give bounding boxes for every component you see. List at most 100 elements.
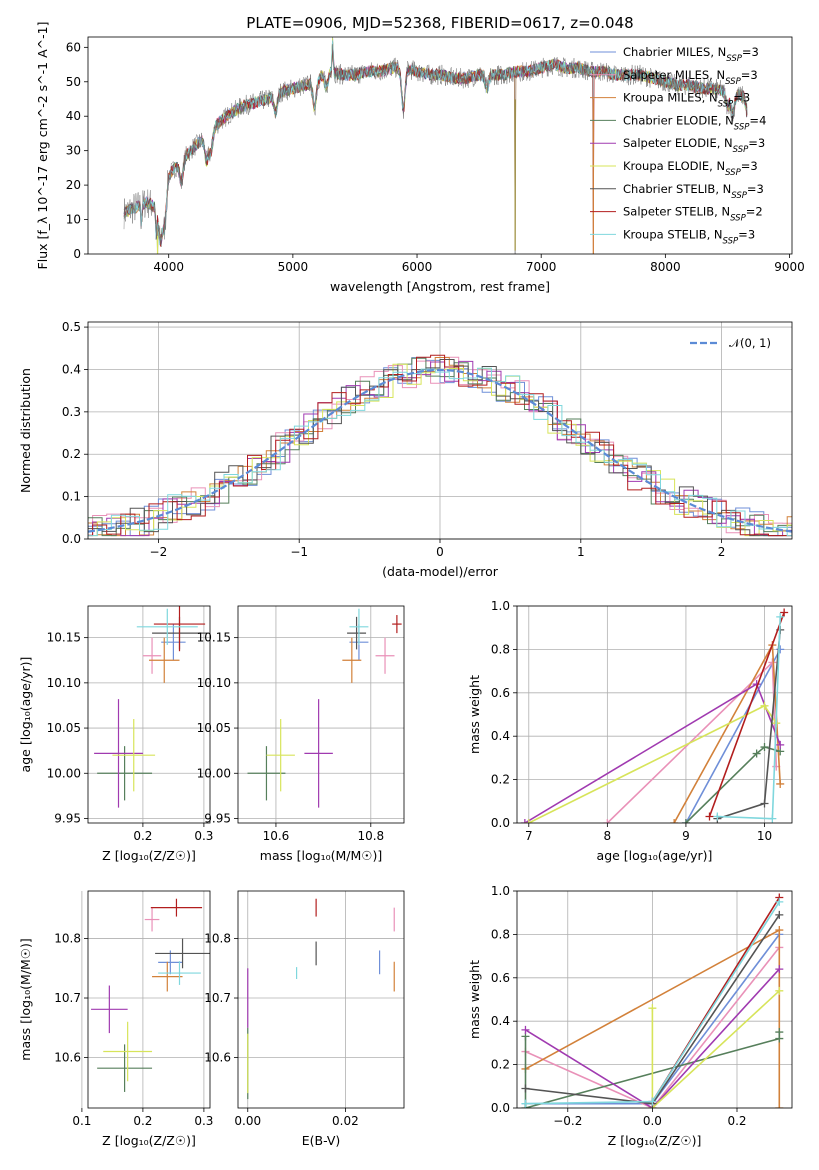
spectrum-plot-area	[123, 37, 748, 254]
mass-weight-marker	[752, 749, 761, 758]
errorbar-point	[304, 699, 333, 808]
y-tick-label: 0.3	[62, 405, 81, 419]
residual-histogram	[88, 356, 792, 537]
x-tick-label: 0.2	[133, 829, 152, 843]
mass-weight-marker	[775, 926, 784, 935]
legend-nssp-label: , N	[709, 159, 725, 173]
mass-vs-Z-ylabel: mass [log₁₀(M/M☉)]	[18, 938, 33, 1060]
errorbar-point	[342, 637, 362, 683]
legend-model-name: Salpeter MILES	[623, 68, 709, 82]
mass-weight-marker	[768, 814, 777, 823]
errorbar-point	[94, 699, 143, 808]
errorbar-point	[155, 938, 210, 969]
legend-entry: 𝒩(0, 1)	[729, 336, 771, 350]
legend-nssp-value: 3	[757, 182, 764, 196]
legend-entry: Chabrier STELIB, NSSP=3	[623, 182, 764, 201]
spectrum-frame	[87, 36, 793, 255]
weight-vs-Z-panel: −0.2 0.0 0.2 0.0 0.2 0.4 0.6 0.8 1.0 Z [log₁₀(Z/Z…	[467, 884, 793, 1148]
legend-nssp-eq: =	[746, 205, 756, 219]
errorbar-point	[150, 898, 203, 917]
y-tick-label: 50	[66, 75, 81, 89]
errorbar-point	[349, 608, 369, 645]
errorbar-point	[153, 606, 206, 652]
y-tick-label: 10.6	[54, 1050, 81, 1064]
x-tick-label: 0.0	[643, 1114, 662, 1128]
x-tick-label: −2	[150, 545, 168, 559]
normal-reference-curve	[88, 368, 792, 533]
mass-weight-marker	[780, 608, 789, 617]
legend-model-name: Kroupa ELODIE	[623, 159, 709, 173]
mass-weight-line	[708, 612, 785, 817]
y-tick-label: 30	[66, 144, 81, 158]
age-vs-Z-ylabel: age [log₁₀(age/yr)]	[18, 657, 33, 773]
x-tick-label: 5000	[278, 260, 309, 274]
legend-nssp-label: , N	[718, 113, 734, 127]
mass-weight-line	[685, 649, 781, 823]
y-tick-label: 0.8	[491, 927, 510, 941]
legend-nssp-label: , N	[702, 91, 718, 105]
y-tick-label: 0.5	[62, 320, 81, 334]
weight-vs-age-ylabel: mass weight	[467, 675, 482, 754]
mass-weight-marker	[775, 1028, 784, 1037]
y-tick-label: 9.95	[54, 811, 81, 825]
residual-histogram	[88, 360, 792, 537]
weight-vs-Z-ylabel: mass weight	[467, 960, 482, 1039]
errorbar-point	[103, 1021, 153, 1082]
x-tick-label: −0.2	[553, 1114, 582, 1128]
weight-vs-Z-plot-area	[521, 893, 784, 1108]
mass-vs-Z-plot-area	[91, 898, 210, 1092]
mass-vs-EBV-plot-area	[247, 898, 395, 1100]
errorbar-point	[91, 985, 128, 1034]
x-tick-label: 0.3	[194, 829, 213, 843]
mass-weight-line	[525, 968, 780, 1108]
legend-nssp-subscript: SSP	[733, 145, 749, 155]
x-tick-label: 0.00	[234, 1114, 261, 1128]
y-tick-label: 10.15	[47, 631, 81, 645]
y-tick-label: 9.95	[204, 811, 231, 825]
residuals-plot-area	[88, 354, 792, 537]
mass-weight-line	[651, 990, 780, 1108]
y-tick-label: 10.10	[47, 676, 81, 690]
y-tick-label: 1.0	[491, 884, 510, 898]
mass-weight-line	[685, 746, 781, 823]
errorbar-point	[158, 961, 201, 985]
residual-histogram	[88, 357, 792, 537]
legend-model-name: Chabrier ELODIE	[623, 113, 718, 127]
mass-weight-marker	[768, 658, 777, 667]
legend-nssp-value: 3	[750, 159, 757, 173]
y-tick-label: 10.8	[54, 932, 81, 946]
y-tick-label: 1.0	[491, 599, 510, 613]
mass-weight-marker	[524, 819, 533, 823]
y-tick-label: 0.6	[491, 686, 510, 700]
legend-nssp-value: 3	[758, 136, 765, 150]
x-tick-label: 9000	[774, 260, 805, 274]
spectrum-ylabel: Flux [f_λ 10^-17 erg cm^-2 s^-1 A^-1]	[35, 22, 50, 270]
errorbar-point	[161, 624, 186, 661]
residual-histogram	[88, 359, 792, 537]
spectrum-xlabel: wavelength [Angstrom, rest frame]	[330, 279, 550, 294]
y-tick-label: 10.7	[54, 991, 81, 1005]
y-tick-label: 0.4	[491, 1014, 510, 1028]
residuals-frame	[87, 321, 793, 540]
weight-vs-age-xlabel: age [log₁₀(age/yr)]	[597, 848, 713, 863]
weight-vs-age-panel: 7 8 9 10 0.0 0.2 0.4 0.6 0.8 1.0 age [log₁₀(age/yr…	[467, 599, 793, 863]
mass-weight-marker	[521, 1099, 530, 1108]
mass-weight-marker	[760, 799, 769, 808]
y-tick-label: 60	[66, 40, 81, 54]
y-tick-label: 0	[73, 247, 81, 261]
x-tick-label: 7	[525, 829, 533, 843]
legend-model-name: Salpeter STELIB	[623, 205, 714, 219]
legend-model-name: Salpeter ELODIE	[623, 136, 717, 150]
mass-weight-marker	[775, 1104, 784, 1108]
x-tick-label: −1	[290, 545, 308, 559]
x-tick-label: 0	[436, 545, 444, 559]
spectrum-panel: 4000 5000 6000 7000 8000 9000 0 10 20 30 40 50 60 wav…	[35, 14, 805, 294]
legend-nssp-label: , N	[715, 182, 731, 196]
x-tick-label: 0.1	[72, 1114, 91, 1128]
legend-nssp-label: , N	[710, 45, 726, 59]
mass-weight-marker	[760, 743, 769, 752]
mass-weight-marker	[760, 701, 769, 710]
x-tick-label: 10	[757, 829, 772, 843]
legend-nssp-eq: =	[748, 136, 758, 150]
legend-nssp-subscript: SSP	[725, 77, 741, 87]
